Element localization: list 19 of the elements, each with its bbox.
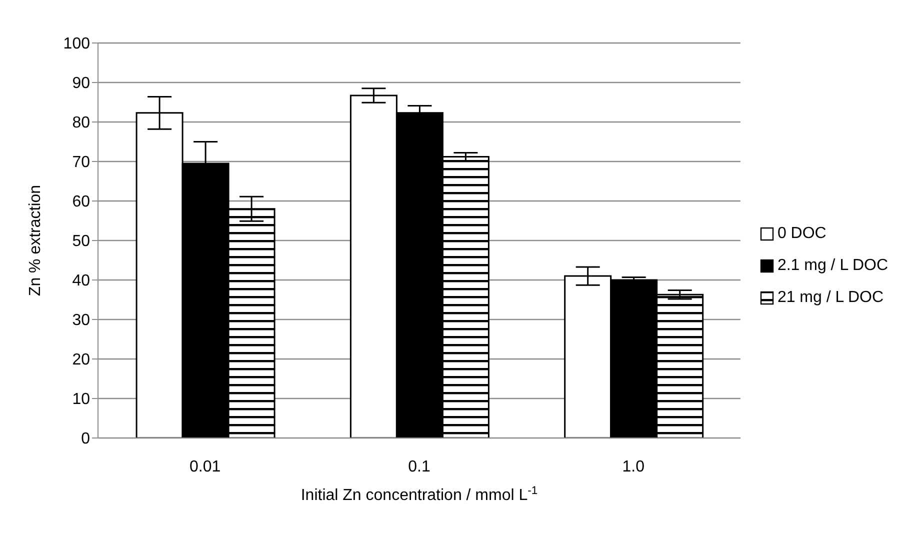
y-tick-label: 20 [72,352,90,369]
y-tick-label: 100 [63,36,90,53]
y-tick-label: 70 [72,154,90,172]
y-tick-label: 40 [72,272,90,290]
y-tick-label: 30 [72,312,90,330]
x-tick-label: 0.01 [190,458,221,476]
y-tick-label: 60 [72,194,90,211]
y-tick-label: 0 [81,430,90,448]
x-tick-label: 1.0 [622,458,645,476]
y-tick-label: 80 [72,114,90,132]
y-tick-label: 50 [72,233,90,250]
y-tick-label: 90 [72,75,90,92]
legend-label: 0 DOC [777,225,826,243]
y-axis-title: Zn % extraction [27,184,44,296]
legend-label: 2.1 mg / L DOC [777,257,888,275]
legend-label: 21 mg / L DOC [777,289,884,307]
y-tick-label: 10 [72,391,90,408]
x-axis-title: Initial Zn concentration / mmol L$^{-1}$ [300,485,538,504]
x-tick-label: 0.1 [408,458,430,476]
